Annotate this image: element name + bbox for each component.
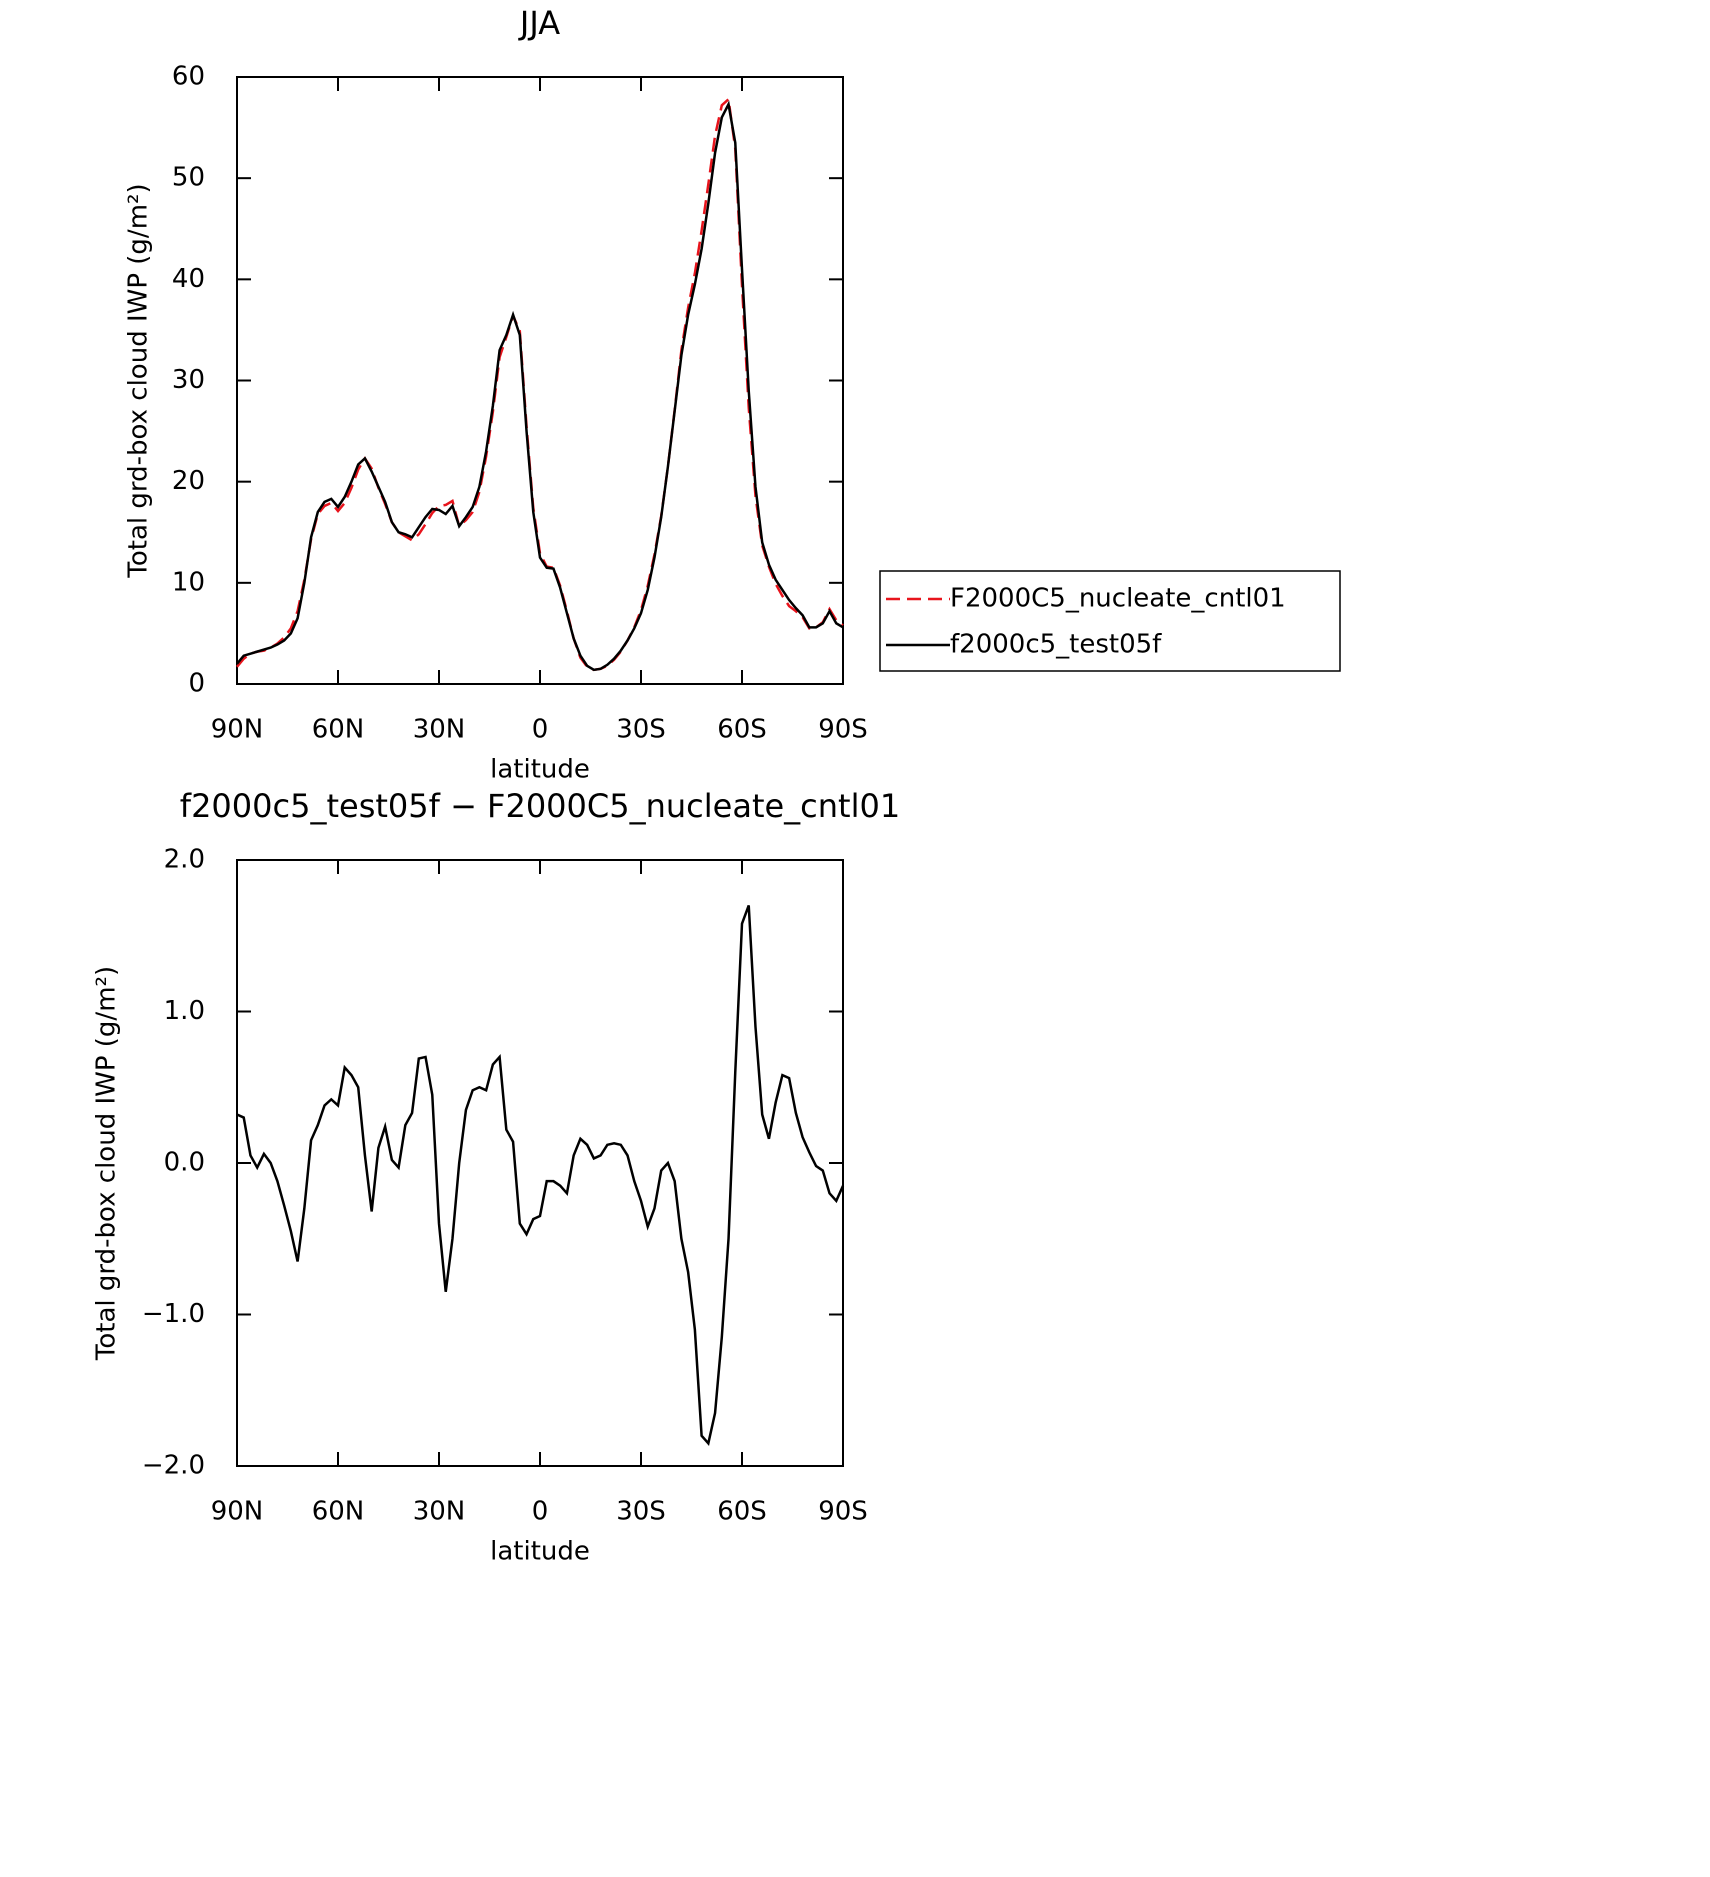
y-axis-label: Total grd-box cloud IWP (g/m²): [124, 183, 154, 578]
y-tick-label: 40: [172, 264, 205, 294]
x-tick-label: 90S: [818, 715, 868, 745]
y-axis-label: Total grd-box cloud IWP (g/m²): [92, 966, 122, 1361]
x-axis-label: latitude: [490, 755, 590, 785]
series-line: [236, 905, 845, 1446]
y-tick-label: 20: [172, 466, 205, 496]
x-tick-label: 60N: [312, 715, 365, 745]
x-axis-label: latitude: [490, 1537, 590, 1567]
y-tick-label: 0.0: [164, 1148, 205, 1178]
y-tick-label: −2.0: [142, 1451, 205, 1481]
x-tick-label: 90N: [211, 1497, 264, 1527]
plot-frame: [236, 76, 844, 685]
y-tick-label: 60: [172, 62, 205, 92]
chart-title: JJA: [518, 4, 560, 42]
x-tick-label: 30S: [616, 715, 666, 745]
x-tick-label: 90S: [818, 1497, 868, 1527]
x-tick-label: 30S: [616, 1497, 666, 1527]
chart-title: f2000c5_test05f − F2000C5_nucleate_cntl0…: [180, 787, 900, 825]
x-tick-label: 90N: [211, 715, 264, 745]
y-tick-label: 30: [172, 365, 205, 395]
series-line: [236, 100, 844, 672]
series-line: [236, 96, 844, 672]
legend-box: [879, 570, 1341, 672]
x-tick-label: 60N: [312, 1497, 365, 1527]
x-tick-label: 0: [532, 715, 549, 745]
x-tick-label: 30N: [413, 1497, 466, 1527]
legend-label: f2000c5_test05f: [950, 630, 1162, 660]
x-tick-label: 60S: [717, 1497, 767, 1527]
y-tick-label: 50: [172, 163, 205, 193]
x-tick-label: 30N: [413, 715, 466, 745]
y-tick-label: −1.0: [142, 1299, 205, 1329]
y-tick-label: 0: [188, 669, 205, 699]
x-tick-label: 60S: [717, 715, 767, 745]
y-tick-label: 10: [172, 567, 205, 597]
y-tick-label: 2.0: [164, 845, 205, 875]
legend-label: F2000C5_nucleate_cntl01: [950, 584, 1286, 614]
y-tick-label: 1.0: [164, 996, 205, 1026]
x-tick-label: 0: [532, 1497, 549, 1527]
